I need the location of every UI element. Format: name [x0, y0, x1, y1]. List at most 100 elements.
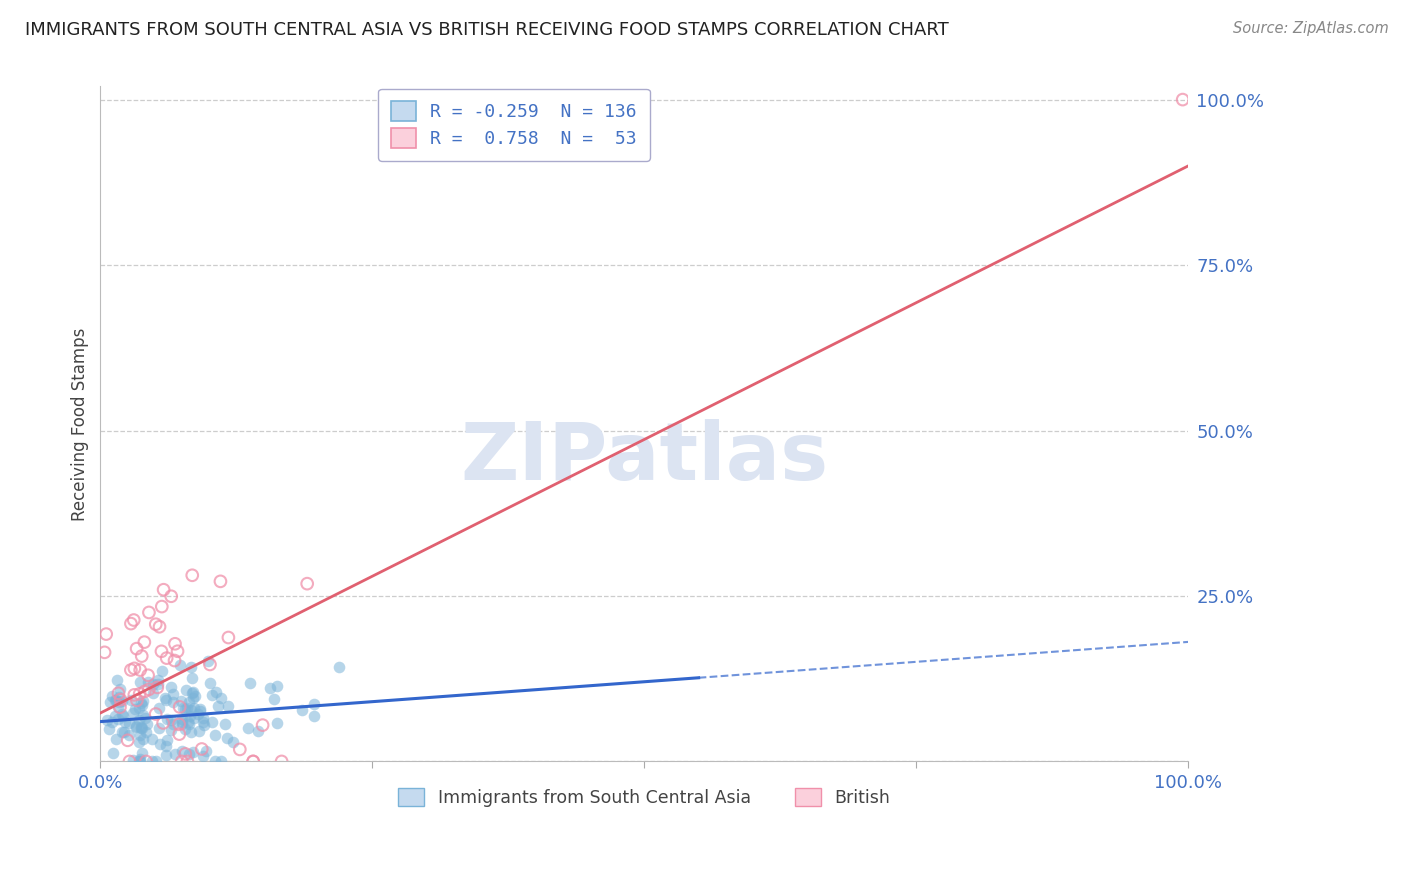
Point	[173, 702, 195, 716]
Point	[242, 755, 264, 769]
Point	[172, 712, 194, 726]
Point	[163, 637, 186, 651]
Point	[128, 755, 150, 769]
Point	[204, 755, 226, 769]
Point	[239, 676, 262, 690]
Point	[170, 744, 193, 758]
Point	[163, 654, 186, 668]
Point	[246, 724, 269, 739]
Point	[180, 724, 202, 739]
Point	[160, 723, 183, 737]
Point	[170, 755, 193, 769]
Point	[134, 684, 156, 698]
Point	[266, 716, 288, 731]
Point	[152, 582, 174, 597]
Point	[167, 717, 190, 731]
Point	[128, 735, 150, 749]
Point	[121, 753, 143, 767]
Point	[215, 731, 238, 745]
Point	[132, 731, 155, 746]
Point	[98, 722, 121, 736]
Point	[328, 660, 350, 674]
Text: IMMIGRANTS FROM SOUTH CENTRAL ASIA VS BRITISH RECEIVING FOOD STAMPS CORRELATION : IMMIGRANTS FROM SOUTH CENTRAL ASIA VS BR…	[25, 21, 949, 38]
Point	[238, 721, 260, 735]
Point	[176, 714, 198, 729]
Point	[162, 717, 184, 731]
Point	[112, 725, 135, 739]
Point	[107, 686, 129, 700]
Point	[146, 673, 169, 687]
Point	[120, 663, 142, 677]
Point	[211, 755, 233, 769]
Point	[242, 755, 264, 769]
Point	[122, 706, 145, 720]
Point	[181, 685, 204, 699]
Point	[209, 690, 232, 705]
Point	[135, 725, 157, 739]
Point	[155, 692, 177, 706]
Point	[188, 724, 211, 739]
Point	[184, 690, 207, 704]
Point	[124, 719, 146, 733]
Point	[120, 692, 142, 706]
Point	[134, 635, 156, 649]
Point	[179, 709, 201, 723]
Point	[145, 755, 167, 769]
Point	[125, 720, 148, 734]
Point	[128, 713, 150, 727]
Point	[179, 695, 201, 709]
Point	[166, 644, 188, 658]
Point	[131, 746, 153, 760]
Point	[150, 599, 173, 614]
Point	[221, 735, 243, 749]
Point	[1171, 93, 1194, 107]
Point	[197, 654, 219, 668]
Point	[156, 732, 179, 747]
Point	[148, 620, 170, 634]
Point	[145, 706, 167, 721]
Point	[108, 700, 131, 714]
Point	[108, 695, 131, 709]
Point	[181, 745, 204, 759]
Point	[138, 682, 160, 697]
Point	[198, 657, 221, 672]
Point	[156, 651, 179, 665]
Point	[124, 661, 146, 675]
Point	[142, 677, 165, 691]
Point	[209, 574, 232, 589]
Point	[105, 673, 128, 688]
Point	[207, 698, 229, 713]
Point	[142, 686, 165, 700]
Point	[177, 717, 200, 731]
Point	[188, 704, 211, 718]
Point	[134, 711, 156, 725]
Point	[181, 686, 204, 700]
Point	[100, 689, 122, 703]
Point	[217, 631, 239, 645]
Point	[125, 641, 148, 656]
Point	[129, 752, 152, 766]
Point	[259, 681, 281, 695]
Point	[295, 576, 318, 591]
Point	[169, 657, 191, 672]
Point	[194, 744, 217, 758]
Point	[187, 706, 209, 721]
Point	[174, 683, 197, 698]
Point	[118, 715, 141, 730]
Point	[263, 692, 285, 706]
Point	[169, 727, 191, 741]
Point	[170, 694, 193, 708]
Point	[128, 687, 150, 701]
Point	[120, 616, 142, 631]
Point	[181, 671, 204, 685]
Text: ZIPatlas: ZIPatlas	[460, 418, 828, 497]
Point	[96, 713, 118, 727]
Point	[180, 659, 202, 673]
Point	[204, 728, 226, 742]
Point	[125, 693, 148, 707]
Point	[146, 677, 169, 691]
Point	[132, 694, 155, 708]
Point	[174, 723, 197, 737]
Point	[118, 755, 141, 769]
Point	[155, 739, 177, 753]
